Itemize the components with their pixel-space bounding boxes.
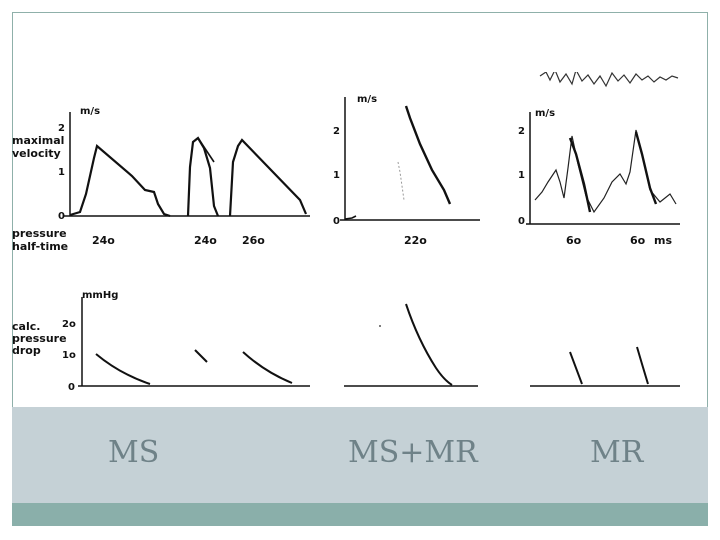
caption-ms: MS — [108, 435, 160, 470]
ms-velocity-panel — [64, 112, 310, 218]
ms-pressure-tick-10: 1o — [62, 350, 76, 361]
mr-pressure-curve-1 — [569, 351, 583, 385]
msmr-halftime-1: 22o — [404, 234, 427, 247]
ms-velocity-tick-2: 2 — [58, 123, 65, 134]
bottom-bar — [12, 503, 708, 526]
msmr-velocity-panel — [340, 97, 480, 221]
row-label-halftime-2: half-time — [12, 240, 68, 253]
mr-velocity-slope-1 — [568, 137, 592, 213]
mr-pressure-curve-2 — [636, 346, 649, 385]
mr-halftime-1: 6o — [566, 234, 582, 247]
mr-velocity-tick-0: 0 — [518, 216, 525, 227]
ms-velocity-curve-3 — [228, 138, 308, 217]
msmr-velocity-unit: m/s — [357, 94, 377, 105]
mr-ecg-trace — [539, 72, 679, 88]
ms-velocity-tick-1: 1 — [58, 167, 65, 178]
msmr-pressure-panel — [344, 303, 478, 387]
ms-pressure-tick-0: 0 — [68, 382, 75, 393]
ms-pressure-panel — [78, 297, 310, 387]
ms-pressure-curve-1 — [95, 353, 151, 385]
msmr-baseline-trace — [344, 215, 357, 220]
ms-velocity-curve-1 — [69, 144, 171, 218]
row-label-velocity-1: maximal — [12, 134, 64, 147]
msmr-velocity-tick-0: 0 — [333, 216, 340, 227]
caption-msmr: MS+MR — [348, 435, 478, 470]
ms-pressure-tick-20: 2o — [62, 319, 76, 330]
row-label-drop-1: calc. — [12, 320, 40, 333]
ms-velocity-unit: m/s — [80, 106, 100, 117]
ms-velocity-slope-2 — [197, 137, 215, 163]
msmr-velocity-faint — [397, 161, 405, 201]
ms-velocity-tick-0: 0 — [58, 211, 65, 222]
ms-halftime-3: 26o — [242, 234, 265, 247]
msmr-velocity-tick-1: 1 — [333, 170, 340, 181]
mr-velocity-panel — [526, 72, 680, 225]
mr-velocity-tick-1: 1 — [518, 170, 525, 181]
ms-halftime-2: 24o — [194, 234, 217, 247]
mr-velocity-tick-2: 2 — [518, 126, 525, 137]
msmr-pressure-dot — [379, 325, 381, 327]
caption-band — [12, 407, 708, 503]
caption-mr: MR — [590, 435, 644, 470]
msmr-velocity-curve — [404, 105, 452, 205]
row-label-drop-3: drop — [12, 344, 41, 357]
row-label-drop-2: pressure — [12, 332, 67, 345]
mr-halftime-2: 6o — [630, 234, 646, 247]
ms-velocity-curve-2 — [186, 136, 220, 217]
msmr-pressure-curve — [405, 303, 453, 386]
ms-pressure-curve-2 — [194, 349, 208, 363]
row-label-halftime-1: pressure — [12, 227, 67, 240]
doppler-figure: maximal velocity pressure half-time calc… — [0, 72, 720, 407]
mr-velocity-slope-2 — [634, 131, 658, 205]
ms-pressure-curve-3 — [242, 351, 293, 384]
mr-time-unit: ms — [654, 234, 672, 247]
msmr-velocity-tick-2: 2 — [333, 126, 340, 137]
ms-pressure-unit: mmHg — [82, 290, 118, 301]
mr-velocity-unit: m/s — [535, 108, 555, 119]
mr-pressure-panel — [530, 346, 680, 387]
ms-halftime-1: 24o — [92, 234, 115, 247]
row-label-velocity-2: velocity — [12, 147, 61, 160]
